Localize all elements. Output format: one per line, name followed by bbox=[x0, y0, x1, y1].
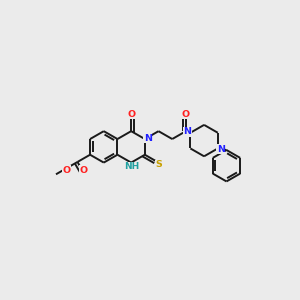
Text: O: O bbox=[127, 110, 135, 119]
Text: NH: NH bbox=[124, 162, 139, 171]
Text: O: O bbox=[80, 166, 88, 175]
Text: S: S bbox=[155, 160, 162, 169]
Text: N: N bbox=[217, 145, 225, 154]
Text: O: O bbox=[62, 166, 70, 175]
Text: O: O bbox=[182, 110, 190, 119]
Text: N: N bbox=[184, 127, 192, 136]
Text: N: N bbox=[144, 134, 152, 143]
